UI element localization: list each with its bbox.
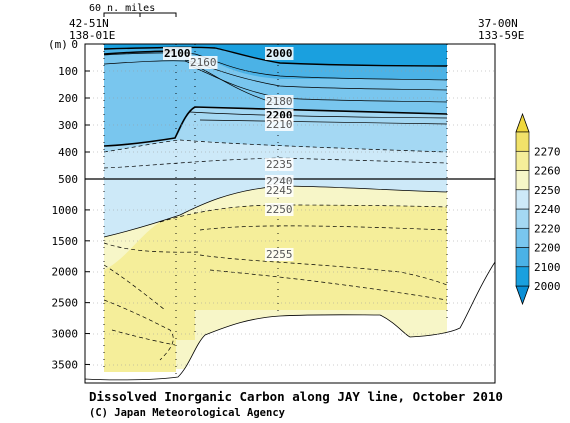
y-tick-label: 3500 bbox=[52, 358, 79, 371]
contour-label: 2235 bbox=[266, 158, 293, 171]
contour-label: 2000 bbox=[266, 47, 293, 60]
colorbar-label: 2270 bbox=[534, 145, 561, 158]
scale-bar-label: 60 n. miles bbox=[89, 3, 155, 14]
y-tick-label: 1000 bbox=[52, 204, 79, 217]
y-tick-label: 500 bbox=[58, 173, 78, 186]
y-tick-label: 0 bbox=[71, 38, 78, 51]
lower-fill-2240 bbox=[104, 179, 447, 237]
colorbar-swatch bbox=[515, 170, 530, 191]
y-tick-label: 400 bbox=[58, 146, 78, 159]
lower-fill-2250 bbox=[104, 205, 447, 372]
contour-labels: 2100 200021602180220022102235224022452250… bbox=[163, 47, 294, 261]
scale-bar bbox=[103, 12, 177, 17]
end-station-lat: 37-00N bbox=[478, 17, 518, 30]
start-station-lon: 138-01E bbox=[69, 29, 115, 42]
colorbar-label: 2260 bbox=[534, 165, 561, 178]
colorbar-label: 2240 bbox=[534, 203, 561, 216]
y-axis: 0 100 200 300 400 500 1000 1500 2000 2500 3000 3500 bbox=[52, 38, 90, 371]
chart-title: Dissolved Inorganic Carbon along JAY lin… bbox=[89, 389, 503, 404]
y-tick-label: 2500 bbox=[52, 297, 79, 310]
contour-label-bg bbox=[265, 118, 294, 131]
plot-frame bbox=[84, 43, 496, 384]
colorbar-swatch bbox=[515, 227, 530, 248]
copyright: (C) Japan Meteorological Agency bbox=[89, 407, 286, 419]
station-markers bbox=[103, 44, 448, 374]
colorbar-swatch bbox=[515, 189, 530, 210]
colorbar-label: 2250 bbox=[534, 184, 561, 197]
y-tick-label: 2000 bbox=[52, 266, 79, 279]
y-tick-label: 100 bbox=[58, 65, 78, 78]
colorbar-label: 2100 bbox=[534, 261, 561, 274]
colorbar: 2000 2100 2200 2220 2240 2250 2260 2270 bbox=[515, 112, 561, 306]
colorbar-swatch bbox=[515, 150, 530, 171]
lower-panel bbox=[85, 179, 495, 383]
contour-label-bg bbox=[265, 95, 294, 108]
lower-topography bbox=[85, 261, 495, 383]
contour-label-bg bbox=[265, 248, 294, 261]
colorbar-over-arrow bbox=[515, 112, 530, 133]
contour-label: 2180 bbox=[266, 95, 293, 108]
contour-label-bg bbox=[265, 47, 294, 60]
end-station-lon: 133-59E bbox=[478, 29, 524, 42]
contour-label: 2160 bbox=[190, 56, 217, 69]
contour-label: 2250 bbox=[266, 203, 293, 216]
colorbar-label: 2200 bbox=[534, 242, 561, 255]
colorbar-swatch bbox=[515, 131, 530, 152]
contour-label: 2100 bbox=[164, 47, 191, 60]
colorbar-label: 2000 bbox=[534, 280, 561, 293]
grid-lines bbox=[85, 70, 495, 366]
contour-label: 2245 bbox=[266, 184, 293, 197]
contour-label-bg bbox=[265, 158, 294, 171]
y-tick-label: 1500 bbox=[52, 235, 79, 248]
y-tick-label: 200 bbox=[58, 92, 78, 105]
colorbar-swatch bbox=[515, 247, 530, 268]
y-unit-label: (m) bbox=[48, 38, 68, 51]
y-tick-label: 300 bbox=[58, 119, 78, 132]
colorbar-swatch bbox=[515, 266, 530, 287]
contour-label: 2255 bbox=[266, 248, 293, 261]
colorbar-swatch bbox=[515, 208, 530, 229]
contour-label-bg bbox=[163, 47, 192, 60]
contour-label: 2210 bbox=[266, 118, 293, 131]
contour-label-bg bbox=[265, 184, 294, 197]
y-tick-label: 3000 bbox=[52, 328, 79, 341]
contour-label-bg bbox=[265, 203, 294, 216]
colorbar-under-arrow bbox=[515, 285, 530, 306]
contour-label-bg bbox=[189, 56, 218, 69]
start-station-lat: 42-51N bbox=[69, 17, 109, 30]
colorbar-label: 2220 bbox=[534, 222, 561, 235]
